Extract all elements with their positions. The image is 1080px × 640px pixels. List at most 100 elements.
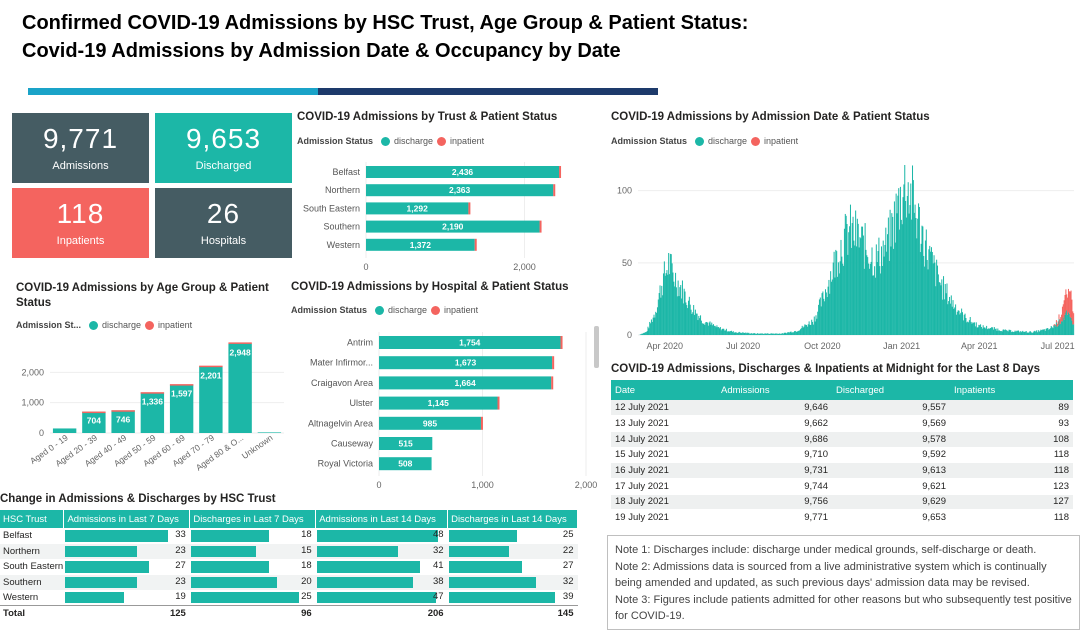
bar-discharge	[897, 195, 899, 335]
bar-discharge	[846, 223, 848, 335]
bar-discharge	[974, 322, 976, 335]
data-bar-cell: 32	[447, 574, 578, 590]
timeline-chart[interactable]: 0 50 100 Apr 2020 Jul 2020 Oct 2020 Jan 2021 Ap…	[604, 165, 1080, 355]
bar-discharge	[1017, 330, 1019, 335]
bar-discharge	[1005, 329, 1007, 335]
bar-discharge	[695, 313, 697, 335]
table-row[interactable]: Belfast 33 18 48 25	[0, 528, 578, 544]
legend-inpatient[interactable]: inpatient	[444, 305, 479, 315]
bar-discharge	[1011, 332, 1013, 335]
occupancy-col-discharged[interactable]: Discharged	[832, 380, 950, 400]
bar-discharge	[932, 263, 934, 335]
kpi-admissions-card[interactable]: 9,771 Admissions	[12, 113, 149, 183]
bar-discharge	[786, 333, 788, 335]
change-col-trust[interactable]: HSC Trust	[0, 510, 65, 528]
occupancy-col-inpatients[interactable]: Inpatients	[950, 380, 1073, 400]
legend-inpatient[interactable]: inpatient	[450, 136, 485, 146]
change-col-adm14[interactable]: Admissions in Last 14 Days	[315, 510, 449, 528]
data-bar-value: 15	[301, 544, 312, 556]
bar-discharge	[899, 229, 901, 335]
discharge-dot-icon	[89, 320, 99, 330]
inpatient-dot-icon	[431, 305, 441, 315]
bar-discharge	[893, 248, 895, 335]
table-row[interactable]: Southern 23 20 38 32	[0, 574, 578, 590]
change-col-adm7[interactable]: Admissions in Last 7 Days	[63, 510, 191, 528]
bar-discharge	[968, 320, 970, 335]
bar-discharge	[1039, 330, 1041, 335]
bar-discharge	[966, 322, 968, 335]
table-row[interactable]: 13 July 2021 9,662 9,569 93	[611, 415, 1073, 432]
bar-discharge	[696, 313, 698, 335]
bar-discharge	[672, 272, 674, 335]
table-cell: 9,592	[832, 447, 950, 464]
bar-discharge	[718, 327, 720, 335]
data-label: 1,336	[142, 396, 164, 406]
bar-discharge	[868, 268, 870, 335]
table-row[interactable]: 18 July 2021 9,756 9,629 127	[611, 494, 1073, 511]
category-label: Mater Infirmor...	[310, 358, 373, 368]
change-col-dis14[interactable]: Discharges in Last 14 Days	[447, 510, 578, 528]
bar-discharge	[792, 332, 794, 335]
bar-discharge	[379, 356, 553, 370]
data-bar-value: 20	[301, 575, 312, 587]
legend-inpatient[interactable]: inpatient	[764, 136, 799, 146]
bar-discharge	[918, 206, 920, 335]
bar-discharge	[1070, 317, 1072, 335]
trust-chart-legend: Admission Status discharge inpatient	[297, 136, 484, 146]
bar-discharge	[872, 275, 874, 335]
bar-discharge	[858, 247, 860, 335]
legend-inpatient[interactable]: inpatient	[158, 320, 193, 330]
bar-discharge	[791, 332, 793, 335]
occupancy-col-admissions[interactable]: Admissions	[717, 380, 832, 400]
change-col-dis7[interactable]: Discharges in Last 7 Days	[189, 510, 317, 528]
kpi-discharged-card[interactable]: 9,653 Discharged	[155, 113, 292, 183]
occupancy-col-date[interactable]: Date	[611, 380, 717, 400]
table-cell: 9,557	[832, 400, 950, 417]
data-bar	[64, 530, 169, 542]
data-bar-value: 48	[433, 529, 444, 540]
table-cell: 12 July 2021	[611, 400, 717, 417]
table-row[interactable]: South Eastern 27 18 41 27	[0, 559, 578, 575]
data-bar-cell: 18	[190, 559, 316, 575]
table-row[interactable]: 19 July 2021 9,771 9,653 118	[611, 509, 1073, 526]
legend-discharge[interactable]: discharge	[102, 320, 142, 330]
bar-inpatient	[1053, 324, 1055, 326]
bar-discharge	[811, 319, 813, 335]
bar-discharge	[1018, 332, 1020, 335]
bar-discharge	[975, 322, 977, 335]
kpi-hospitals-card[interactable]: 26 Hospitals	[155, 188, 292, 258]
bar-discharge	[700, 315, 702, 335]
bar-discharge	[1061, 321, 1063, 335]
legend-discharge[interactable]: discharge	[394, 136, 434, 146]
table-row[interactable]: Western 19 25 47 39	[0, 590, 578, 606]
hospital-chart[interactable]: 0 1,000 2,000 Antrim 1,754 Mater Infirmor... 1…	[290, 328, 600, 498]
table-row[interactable]: 16 July 2021 9,731 9,613 118	[611, 462, 1073, 479]
table-row[interactable]: 14 July 2021 9,686 9,578 108	[611, 431, 1073, 448]
bar-discharge	[727, 331, 729, 335]
inpatient-dot-icon	[145, 320, 155, 330]
table-row[interactable]: 17 July 2021 9,744 9,621 123	[611, 478, 1073, 495]
category-label: Southern	[323, 222, 360, 232]
kpi-inpatients-card[interactable]: 118 Inpatients	[12, 188, 149, 258]
hospital-chart-title: COVID-19 Admissions by Hospital & Patien…	[291, 281, 569, 293]
bar-discharge	[366, 184, 554, 197]
bar-discharge	[731, 330, 733, 335]
bar-discharge	[959, 314, 961, 335]
table-row[interactable]: 15 July 2021 9,710 9,592 118	[611, 447, 1073, 464]
x-tick-label: Unknown	[240, 432, 275, 461]
bar-discharge	[848, 232, 850, 335]
table-row[interactable]: Northern 23 15 32 22	[0, 543, 578, 559]
bar-discharge	[379, 437, 433, 450]
legend-discharge[interactable]: discharge	[708, 136, 748, 146]
bar-discharge	[702, 323, 704, 335]
legend-discharge[interactable]: discharge	[388, 305, 428, 315]
hospital-chart-scrollbar[interactable]	[594, 326, 599, 368]
trust-chart[interactable]: 0 2,000 Belfast 2,436 Northern 2,363 South Eas…	[290, 158, 590, 278]
table-row[interactable]: 12 July 2021 9,646 9,557 89	[611, 400, 1073, 417]
bar-discharge	[981, 328, 983, 335]
bar-discharge	[643, 332, 645, 335]
data-bar-value: 25	[301, 591, 312, 602]
bar-discharge	[824, 301, 826, 335]
inpatient-dot-icon	[751, 136, 761, 146]
